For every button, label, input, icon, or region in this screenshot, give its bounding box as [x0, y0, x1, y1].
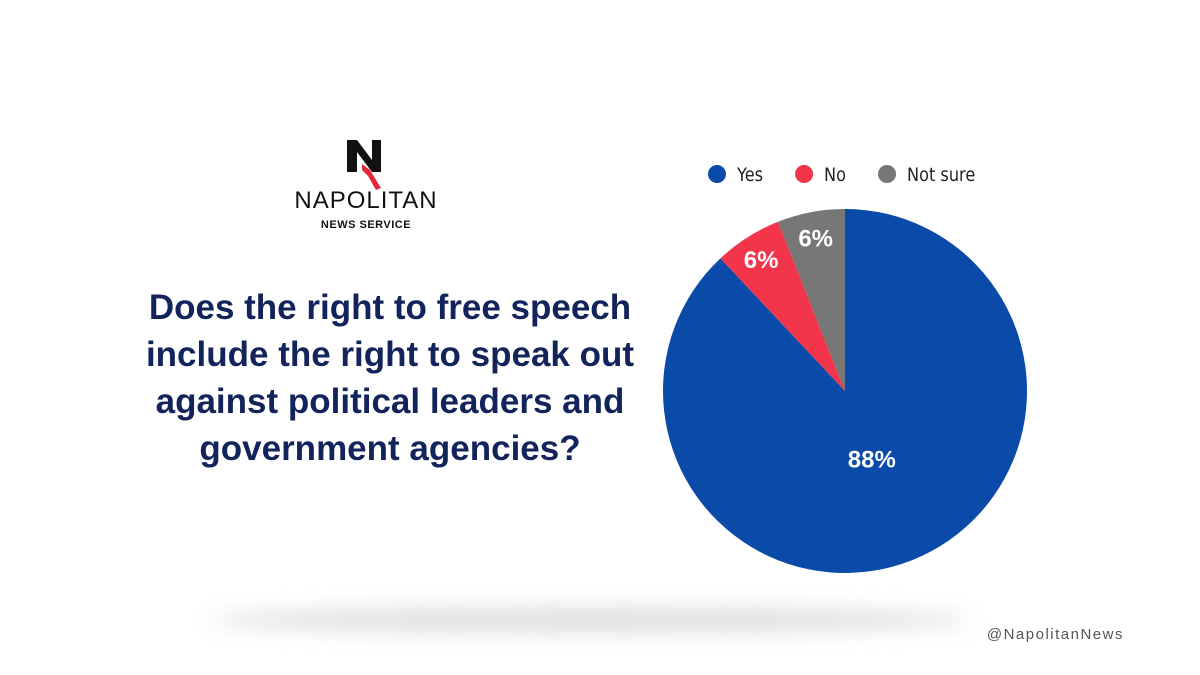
brand-name: NAPOLITAN [294, 187, 437, 214]
logo-icon [347, 140, 381, 190]
legend-marker [708, 165, 726, 183]
legend-marker [878, 165, 897, 183]
chart-title: Does the right to free speech include th… [145, 288, 635, 468]
data-label: 6% [798, 225, 833, 252]
pie-slice [720, 221, 845, 391]
handle: @NapolitanNews [987, 626, 1124, 643]
legend-marker [795, 165, 814, 183]
legend-label: Yes [736, 165, 763, 187]
legend-label: No [824, 165, 846, 187]
data-label: 88% [848, 447, 896, 474]
data-label: 6% [744, 247, 779, 274]
brand-tagline: NEWS SERVICE [321, 219, 411, 231]
pie-slice [778, 209, 845, 391]
shadow [210, 608, 970, 632]
legend-label: Not sure [907, 165, 975, 187]
